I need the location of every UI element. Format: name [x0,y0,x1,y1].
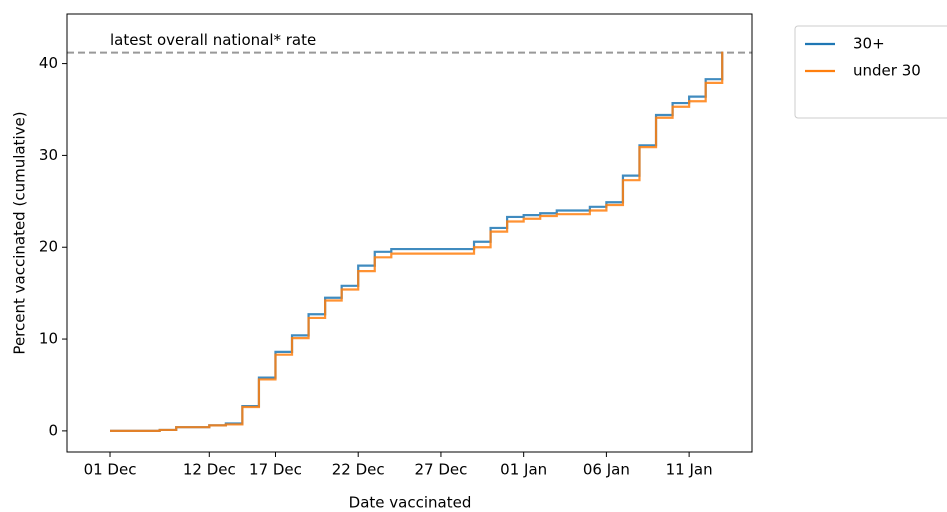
y-axis-label: Percent vaccinated (cumulative) [11,111,29,354]
y-tick-label: 20 [39,238,58,256]
x-tick-label: 01 Dec [84,461,137,479]
legend-box [794,25,947,119]
plot-frame [66,13,753,453]
y-tick-label: 0 [48,421,58,439]
x-tick-label: 12 Dec [183,461,236,479]
y-tick-label: 30 [39,146,58,164]
series-line [110,51,724,432]
x-axis-label: Date vaccinated [349,494,472,512]
x-tick-label: 06 Jan [583,461,630,479]
y-tick-label: 10 [39,330,58,348]
legend-label: under 30 [853,62,921,80]
x-tick-label: 17 Dec [249,461,302,479]
reference-label: latest overall national* rate [110,31,316,49]
x-tick-label: 11 Jan [666,461,713,479]
legend-label: 30+ [853,35,885,53]
x-tick-label: 22 Dec [332,461,385,479]
x-tick-label: 01 Jan [500,461,547,479]
x-tick-label: 27 Dec [414,461,467,479]
y-tick-label: 40 [39,54,58,72]
series-line [110,51,724,432]
